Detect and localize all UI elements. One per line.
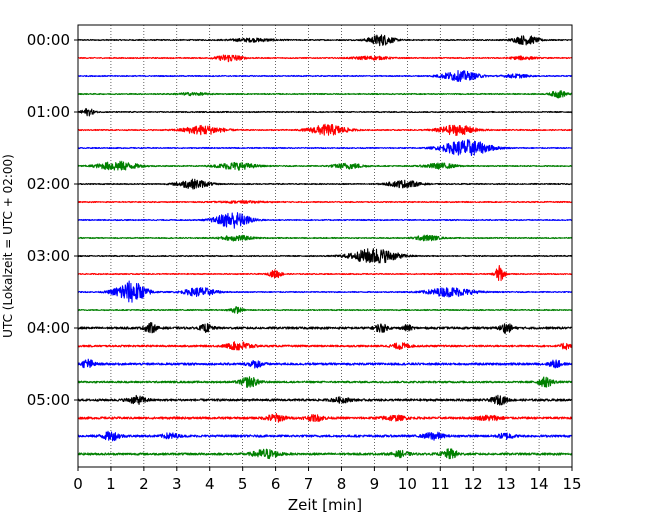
y-tick-label: 01:00 xyxy=(27,103,70,121)
trace-row-5 xyxy=(77,123,573,136)
y-tick-label: 00:00 xyxy=(27,31,70,49)
x-tick-label: 1 xyxy=(106,475,116,493)
trace-row-11 xyxy=(77,234,573,242)
trace-row-15 xyxy=(77,305,573,315)
trace-row-7 xyxy=(77,160,573,171)
trace-row-20 xyxy=(77,394,573,406)
x-axis-label: Zeit [min] xyxy=(288,496,362,514)
y-axis: 00:00 01:00 02:00 03:00 04:00 05:00 xyxy=(27,31,78,409)
x-tick-label: 12 xyxy=(464,475,483,493)
trace-row-1 xyxy=(77,54,573,63)
x-tick-label: 6 xyxy=(271,475,281,493)
x-axis: 0 1 2 3 4 5 6 7 8 9 10 11 12 13 14 15 xyxy=(73,467,582,493)
trace-row-3 xyxy=(77,89,573,99)
trace-row-6 xyxy=(77,139,573,157)
trace-row-0 xyxy=(77,34,573,47)
x-tick-label: 13 xyxy=(497,475,516,493)
y-tick-label: 02:00 xyxy=(27,175,70,193)
trace-row-22 xyxy=(77,430,573,442)
trace-row-19 xyxy=(77,376,573,388)
x-tick-label: 8 xyxy=(337,475,347,493)
x-tick-label: 4 xyxy=(205,475,215,493)
trace-row-21 xyxy=(77,413,573,423)
trace-row-9 xyxy=(77,200,573,204)
trace-row-23 xyxy=(77,448,573,460)
plot-frame xyxy=(77,24,573,468)
x-tick-label: 14 xyxy=(530,475,549,493)
x-tick-label: 2 xyxy=(139,475,149,493)
trace-row-10 xyxy=(77,212,573,229)
trace-row-13 xyxy=(77,265,573,282)
x-tick-label: 9 xyxy=(370,475,380,493)
x-tick-label: 5 xyxy=(238,475,248,493)
trace-row-16 xyxy=(77,322,573,334)
x-tick-label: 10 xyxy=(398,475,417,493)
trace-row-18 xyxy=(77,358,573,369)
seismic-traces xyxy=(77,34,573,460)
x-tick-label: 7 xyxy=(304,475,314,493)
y-tick-label: 04:00 xyxy=(27,319,70,337)
trace-row-12 xyxy=(77,248,573,264)
trace-row-14 xyxy=(77,280,573,303)
trace-row-4 xyxy=(77,108,573,117)
trace-row-17 xyxy=(77,341,573,351)
x-tick-label: 15 xyxy=(562,475,581,493)
trace-row-2 xyxy=(77,70,573,82)
y-tick-label: 05:00 xyxy=(27,391,70,409)
y-tick-label: 03:00 xyxy=(27,247,70,265)
y-axis-label: UTC (Lokalzeit = UTC + 02:00) xyxy=(1,154,15,338)
x-tick-label: 3 xyxy=(172,475,182,493)
x-tick-label: 11 xyxy=(431,475,450,493)
trace-row-8 xyxy=(77,178,573,190)
x-tick-label: 0 xyxy=(73,475,83,493)
